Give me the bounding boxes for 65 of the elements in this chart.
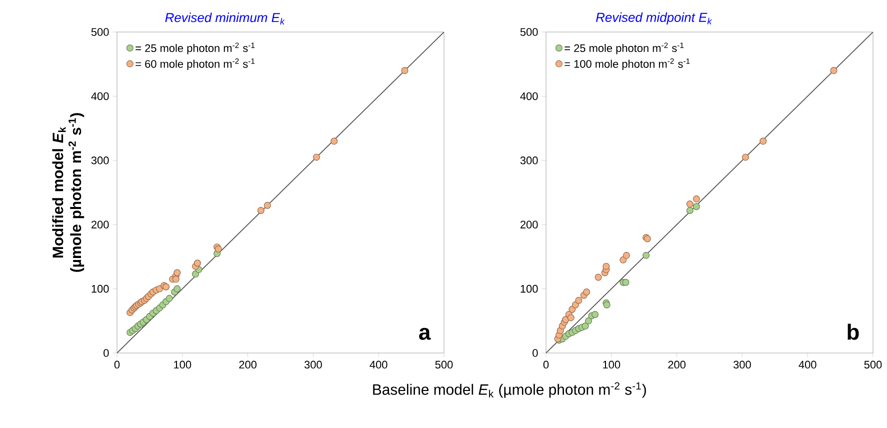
point	[742, 154, 749, 161]
point	[692, 203, 700, 210]
x-tick-label: 0	[543, 360, 549, 369]
point	[330, 138, 338, 145]
x-axis-title: Baseline model E$_{k}$ (µmole photon m$^{-2}$ s$^{-1}$)	[373, 382, 646, 398]
point	[572, 301, 579, 308]
point	[174, 285, 181, 292]
y-tick-label: 300	[91, 156, 109, 164]
point	[583, 288, 590, 296]
chart-title: Revised midpoint E$_{k}$	[596, 12, 712, 25]
point	[575, 296, 582, 304]
point	[192, 270, 199, 278]
point	[760, 138, 767, 145]
x-tick-label: 200	[239, 360, 257, 369]
y-tick-label: 0	[532, 349, 538, 357]
y-tick-label: 500	[91, 28, 109, 36]
legend-label: = 60 mole photon m$^{-2}$ s$^{-1}$	[136, 58, 255, 70]
point	[585, 317, 592, 324]
x-tick-label: 500	[864, 360, 882, 369]
point	[602, 262, 610, 270]
point	[592, 310, 599, 318]
point	[166, 294, 173, 302]
x-tick-label: 100	[174, 360, 192, 369]
point	[692, 195, 700, 202]
legend-label: = 100 mole photon m$^{-2}$ s$^{-1}$	[564, 58, 690, 70]
point	[567, 314, 574, 322]
point	[312, 154, 320, 161]
y-tick-label: 200	[520, 220, 538, 228]
point	[582, 322, 589, 330]
point	[622, 278, 630, 286]
point	[401, 67, 408, 74]
y-tick-label: 100	[520, 284, 538, 293]
annotation: b	[848, 324, 859, 340]
point	[594, 274, 602, 281]
y-tick-label: 400	[91, 92, 109, 100]
point	[156, 285, 164, 292]
x-tick-label: 500	[435, 360, 453, 369]
point	[622, 252, 630, 259]
x-tick-label: 100	[603, 360, 620, 369]
x-tick-label: 400	[370, 360, 388, 369]
point	[642, 252, 650, 259]
text: Modified model E$_{k}$ (µmole photon m$^{-2}$ s$^{-1}$)	[52, 113, 84, 272]
point	[174, 269, 181, 276]
annotation: a	[419, 328, 431, 340]
legend-label: = 25 mole photon m$^{-2}$ s$^{-1}$	[136, 42, 255, 54]
x-tick-label: 0	[114, 360, 120, 369]
y-tick-label: 400	[520, 92, 538, 100]
x-tick-label: 400	[798, 360, 816, 369]
point	[830, 67, 838, 74]
point	[686, 200, 694, 208]
point	[257, 206, 264, 214]
chart-title: Revised minimum E$_{k}$	[165, 12, 285, 25]
point	[264, 202, 271, 209]
y-tick-label: 300	[520, 156, 538, 164]
y-tick-label: 200	[91, 220, 109, 228]
point	[686, 206, 694, 214]
point	[194, 260, 201, 267]
y-tick-label: 500	[520, 28, 538, 36]
y-tick-label: 0	[104, 349, 109, 357]
y-tick-label: 100	[92, 284, 109, 293]
point	[172, 276, 180, 283]
x-tick-label: 300	[304, 360, 322, 369]
x-tick-label: 300	[733, 360, 751, 369]
x-tick-label: 200	[668, 360, 686, 369]
legend-label: = 25 mole photon m$^{-2}$ s$^{-1}$	[564, 42, 684, 54]
